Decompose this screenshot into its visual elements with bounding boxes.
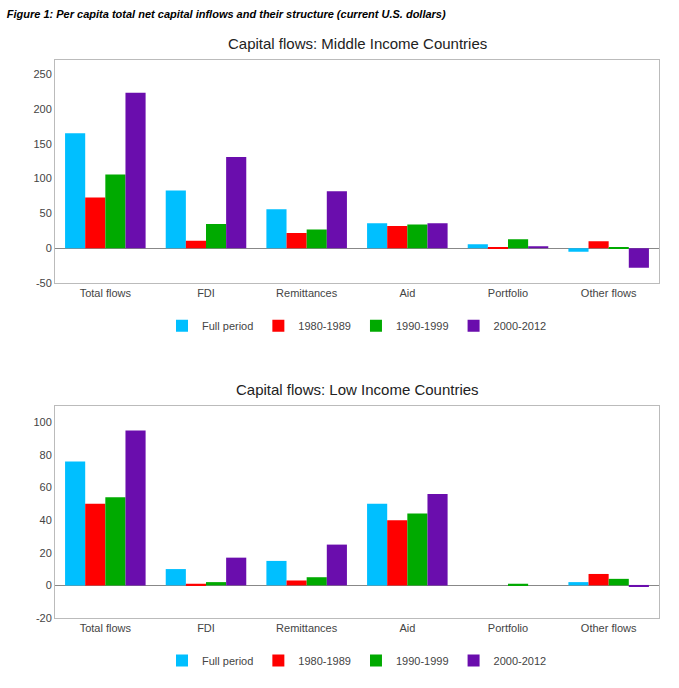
svg-text:FDI: FDI [197,287,215,299]
svg-text:100: 100 [33,416,51,428]
svg-text:Aid: Aid [399,622,415,634]
svg-text:20: 20 [40,547,52,559]
svg-text:Other flows: Other flows [581,287,637,299]
svg-text:Capital flows: Middle Income C: Capital flows: Middle Income Countries [228,35,487,52]
svg-text:Capital flows: Low Income Coun: Capital flows: Low Income Countries [236,381,479,398]
svg-text:1980-1989: 1980-1989 [298,655,351,667]
svg-text:1990-1999: 1990-1999 [396,655,449,667]
svg-text:60: 60 [40,481,52,493]
svg-text:Total flows: Total flows [80,622,132,634]
svg-text:1980-1989: 1980-1989 [298,320,351,332]
svg-text:200: 200 [33,103,51,115]
svg-text:Full period: Full period [202,655,253,667]
svg-text:2000-2012: 2000-2012 [494,320,547,332]
svg-text:Portfolio: Portfolio [488,622,528,634]
svg-text:100: 100 [33,172,51,184]
svg-text:-50: -50 [36,277,52,289]
svg-text:FDI: FDI [197,622,215,634]
svg-text:50: 50 [40,207,52,219]
svg-text:Aid: Aid [399,287,415,299]
svg-text:250: 250 [33,68,51,80]
svg-text:80: 80 [40,449,52,461]
svg-text:2000-2012: 2000-2012 [494,655,547,667]
svg-text:Remittances: Remittances [276,622,338,634]
svg-text:Remittances: Remittances [276,287,338,299]
svg-text:40: 40 [40,514,52,526]
svg-text:Total flows: Total flows [80,287,132,299]
svg-text:Portfolio: Portfolio [488,287,528,299]
svg-text:1990-1999: 1990-1999 [396,320,449,332]
svg-text:150: 150 [33,138,51,150]
svg-text:0: 0 [46,579,52,591]
svg-text:0: 0 [46,242,52,254]
svg-text:Full period: Full period [202,320,253,332]
svg-text:-20: -20 [36,612,52,624]
svg-text:Figure 1: Per capita total net: Figure 1: Per capita total net capital i… [7,8,446,20]
svg-text:Other flows: Other flows [581,622,637,634]
